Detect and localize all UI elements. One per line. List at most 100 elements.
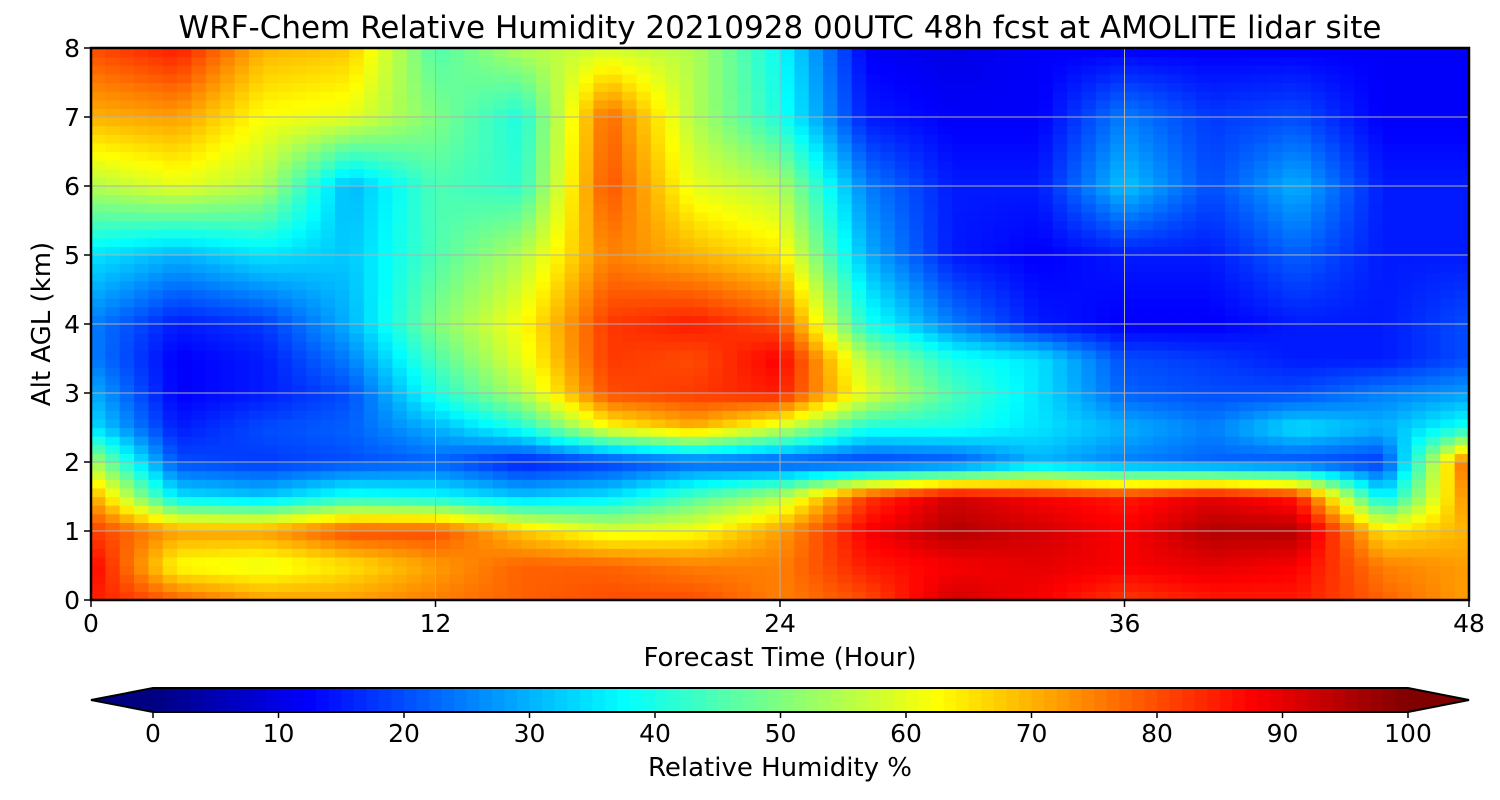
heat-cell xyxy=(363,203,379,213)
heat-cell xyxy=(1311,531,1327,541)
heat-cell xyxy=(421,211,437,222)
heat-cell xyxy=(1153,522,1169,532)
heat-cell xyxy=(392,548,408,558)
heat-cell xyxy=(952,332,968,342)
heat-cell xyxy=(1382,341,1398,351)
heat-cell xyxy=(1110,306,1126,316)
heat-cell xyxy=(550,160,566,170)
heat-cell xyxy=(263,539,279,549)
heat-cell xyxy=(1224,479,1240,489)
heat-cell xyxy=(1454,246,1469,256)
heat-cell xyxy=(636,324,652,334)
heat-cell xyxy=(1339,332,1355,342)
heat-cell xyxy=(1009,324,1025,334)
heat-cell xyxy=(1067,462,1083,472)
heat-cell xyxy=(1325,496,1341,506)
heat-cell xyxy=(1454,367,1469,377)
heat-cell xyxy=(1038,427,1054,437)
heat-cell xyxy=(837,177,853,187)
heat-cell xyxy=(665,462,681,472)
heat-cell xyxy=(593,513,609,523)
heat-cell xyxy=(995,324,1011,334)
heat-cell xyxy=(1038,186,1054,196)
heat-cell xyxy=(708,168,724,178)
heat-cell xyxy=(1425,246,1441,256)
heat-cell xyxy=(823,211,839,222)
heat-cell xyxy=(966,229,982,239)
heat-cell xyxy=(478,531,494,541)
heat-cell xyxy=(1167,332,1183,342)
heat-cell xyxy=(995,246,1011,256)
heat-cell xyxy=(1110,556,1126,567)
heat-cell xyxy=(464,410,480,420)
heat-cell xyxy=(220,349,236,360)
heat-cell xyxy=(1138,358,1154,368)
heat-cell xyxy=(1311,565,1327,575)
heat-cell xyxy=(162,574,178,584)
heat-cell xyxy=(966,220,982,230)
heat-cell xyxy=(636,203,652,213)
heat-cell xyxy=(736,539,752,549)
heat-cell xyxy=(1081,384,1097,394)
heat-cell xyxy=(708,401,724,411)
heat-cell xyxy=(1210,289,1226,299)
heat-cell xyxy=(1167,367,1183,377)
heat-cell xyxy=(1325,453,1341,463)
heat-cell xyxy=(751,263,767,273)
heat-cell xyxy=(937,168,953,178)
heat-cell xyxy=(1368,401,1384,411)
heat-cell xyxy=(478,349,494,360)
heat-cell xyxy=(392,211,408,222)
heat-cell xyxy=(177,211,193,222)
heat-cell xyxy=(751,332,767,342)
heat-cell xyxy=(780,332,795,342)
heat-cell xyxy=(248,229,264,239)
heat-cell xyxy=(866,470,882,480)
heat-cell xyxy=(1268,539,1283,549)
heat-cell xyxy=(449,462,465,472)
heat-cell xyxy=(579,401,594,411)
heat-cell xyxy=(593,229,609,239)
heat-cell xyxy=(1253,160,1269,170)
heat-cell xyxy=(134,246,150,256)
heat-cell xyxy=(492,151,508,161)
heat-cell xyxy=(1411,444,1427,454)
heat-cell xyxy=(1339,220,1355,230)
heat-cell xyxy=(564,194,580,204)
heat-cell xyxy=(1425,513,1441,523)
heat-cell xyxy=(636,401,652,411)
heat-cell xyxy=(1181,401,1197,411)
heat-cell xyxy=(1009,436,1025,446)
heat-cell xyxy=(464,168,480,178)
heat-cell xyxy=(837,496,853,506)
heat-cell xyxy=(909,401,925,411)
heat-cell xyxy=(980,263,996,273)
heat-cell xyxy=(708,384,724,394)
heat-cell xyxy=(1382,410,1398,420)
heat-cell xyxy=(392,203,408,213)
heat-cell xyxy=(306,263,322,273)
heat-cell xyxy=(1009,177,1025,187)
heat-cell xyxy=(966,436,982,446)
heat-cell xyxy=(751,186,767,196)
heat-cell xyxy=(320,324,336,334)
heat-cell xyxy=(866,306,882,316)
heat-cell xyxy=(980,462,996,472)
heat-cell xyxy=(1382,565,1398,575)
heat-cell xyxy=(1095,496,1111,506)
heat-cell xyxy=(909,246,925,256)
heat-cell xyxy=(579,177,594,187)
heat-cell xyxy=(406,548,422,558)
heat-cell xyxy=(1454,263,1469,273)
heat-cell xyxy=(349,453,365,463)
heat-cell xyxy=(1368,479,1384,489)
heat-cell xyxy=(277,531,293,541)
heat-cell xyxy=(1224,263,1240,273)
heat-cell xyxy=(234,393,250,403)
heat-cell xyxy=(464,246,480,256)
heat-cell xyxy=(1110,160,1126,170)
heat-cell xyxy=(995,556,1011,567)
heat-cell xyxy=(1081,522,1097,532)
heat-cell xyxy=(478,289,494,299)
heat-cell xyxy=(966,324,982,334)
